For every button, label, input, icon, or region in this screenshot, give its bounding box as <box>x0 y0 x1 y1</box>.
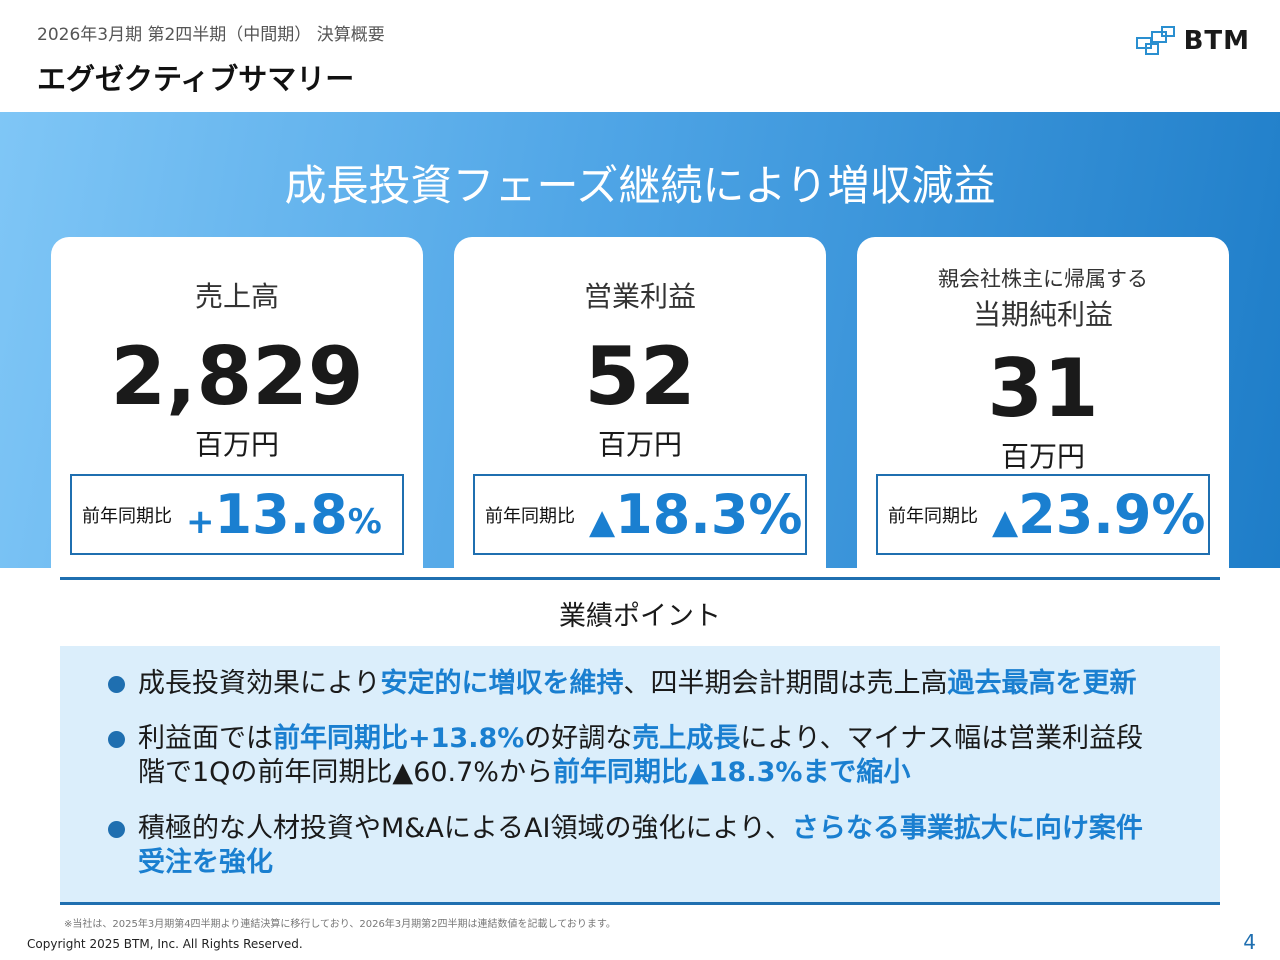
page-title: エグゼクティブサマリー <box>37 62 355 96</box>
logo-icon <box>1135 26 1175 55</box>
card-unit: 百万円 <box>194 428 279 461</box>
yoy-box: 前年同期比 ▲23.9% <box>876 474 1210 555</box>
logo-text: BTM <box>1183 26 1250 56</box>
points-title: 業績ポイント <box>559 601 721 632</box>
yoy-label: 前年同期比 <box>82 505 172 527</box>
card-label: 当期純利益 <box>972 298 1113 331</box>
footnote: ※当社は、2025年3月期第4四半期より連結決算に移行しており、2026年3月期… <box>64 919 616 930</box>
card-unit: 百万円 <box>597 428 682 461</box>
card-value: 31 <box>987 342 1099 435</box>
copyright: Copyright 2025 BTM, Inc. All Rights Rese… <box>27 937 303 951</box>
bullet-item: 成長投資効果により安定的に増収を維持、四半期会計期間は売上高過去最高を更新 <box>108 667 1188 701</box>
card-unit: 百万円 <box>1000 440 1085 473</box>
card-label-small: 親会社株主に帰属する <box>938 267 1148 291</box>
card-value: 2,829 <box>110 330 364 423</box>
bullet-item: 利益面では前年同期比+13.8%の好調な売上成長により、マイナス幅は営業利益段階… <box>108 722 1168 790</box>
page-number: 4 <box>1243 930 1256 954</box>
card-net-income: 親会社株主に帰属する 当期純利益 31 百万円 前年同期比 ▲23.9% <box>857 237 1229 568</box>
yoy-label: 前年同期比 <box>888 505 978 527</box>
divider <box>60 902 1220 905</box>
report-subtitle: 2026年3月期 第2四半期（中間期） 決算概要 <box>37 25 385 45</box>
card-label: 営業利益 <box>583 280 696 313</box>
card-revenue: 売上高 2,829 百万円 前年同期比 +13.8% <box>51 237 423 568</box>
bullet-item: 積極的な人材投資やM&AによるAI領域の強化により、さらなる事業拡大に向け案件受… <box>108 812 1168 880</box>
divider <box>60 577 1220 580</box>
yoy-value: ▲18.3% <box>589 483 803 546</box>
yoy-label: 前年同期比 <box>485 505 575 527</box>
card-operating-profit: 営業利益 52 百万円 前年同期比 ▲18.3% <box>454 237 826 568</box>
yoy-box: 前年同期比 ▲18.3% <box>473 474 807 555</box>
card-label: 売上高 <box>194 280 279 313</box>
company-logo: BTM <box>1135 26 1250 56</box>
yoy-value: +13.8% <box>186 483 382 546</box>
points-box <box>60 646 1220 902</box>
yoy-value: ▲23.9% <box>992 483 1206 546</box>
headline: 成長投資フェーズ継続により増収減益 <box>284 161 996 210</box>
card-value: 52 <box>584 330 696 423</box>
yoy-box: 前年同期比 +13.8% <box>70 474 404 555</box>
